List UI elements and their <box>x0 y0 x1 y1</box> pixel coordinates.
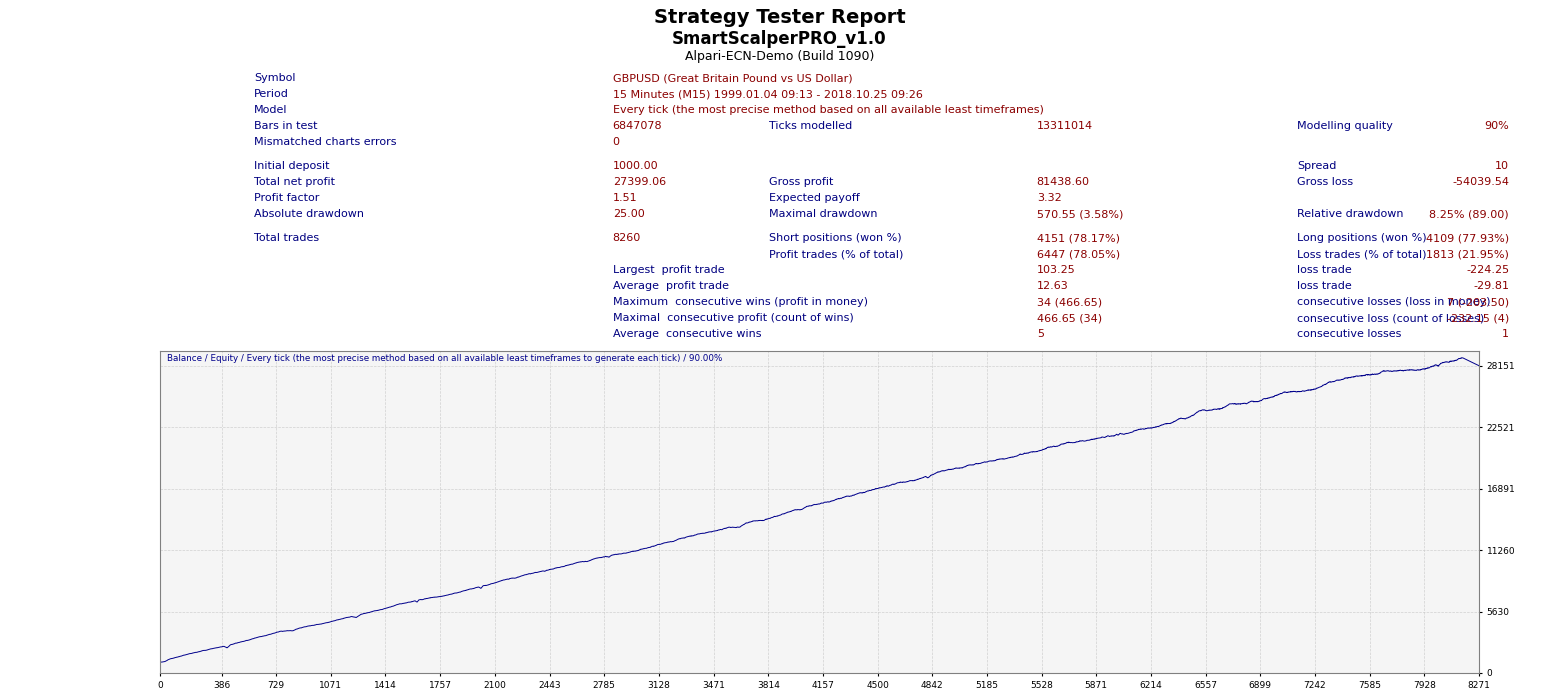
Text: consecutive losses: consecutive losses <box>1297 329 1402 339</box>
Text: Balance / Equity / Every tick (the most precise method based on all available le: Balance / Equity / Every tick (the most … <box>167 354 722 363</box>
Text: 12.63: 12.63 <box>1037 281 1068 291</box>
Text: 4151 (78.17%): 4151 (78.17%) <box>1037 233 1119 243</box>
Text: 570.55 (3.58%): 570.55 (3.58%) <box>1037 209 1122 219</box>
Text: -232.15 (4): -232.15 (4) <box>1447 313 1509 323</box>
Text: Model: Model <box>254 105 287 115</box>
Text: loss trade: loss trade <box>1297 265 1352 275</box>
Text: Total trades: Total trades <box>254 233 320 243</box>
Text: Strategy Tester Report: Strategy Tester Report <box>653 8 906 27</box>
Text: 1813 (21.95%): 1813 (21.95%) <box>1426 249 1509 259</box>
Text: Modelling quality: Modelling quality <box>1297 121 1392 131</box>
Text: Bars in test: Bars in test <box>254 121 318 131</box>
Text: 34 (466.65): 34 (466.65) <box>1037 297 1102 307</box>
Text: Absolute drawdown: Absolute drawdown <box>254 209 365 219</box>
Text: 7 (-203.50): 7 (-203.50) <box>1447 297 1509 307</box>
Text: Alpari-ECN-Demo (Build 1090): Alpari-ECN-Demo (Build 1090) <box>684 50 875 63</box>
Text: -54039.54: -54039.54 <box>1451 177 1509 187</box>
Text: 8.25% (89.00): 8.25% (89.00) <box>1430 209 1509 219</box>
Text: Relative drawdown: Relative drawdown <box>1297 209 1403 219</box>
Text: 90%: 90% <box>1484 121 1509 131</box>
Text: Maximum  consecutive wins (profit in money): Maximum consecutive wins (profit in mone… <box>613 297 868 307</box>
Text: Ticks modelled: Ticks modelled <box>769 121 851 131</box>
Text: -224.25: -224.25 <box>1465 265 1509 275</box>
Text: 1000.00: 1000.00 <box>613 161 658 171</box>
Text: loss trade: loss trade <box>1297 281 1352 291</box>
Text: Profit trades (% of total): Profit trades (% of total) <box>769 249 903 259</box>
Text: Initial deposit: Initial deposit <box>254 161 329 171</box>
Text: Average  profit trade: Average profit trade <box>613 281 728 291</box>
Text: SmartScalperPRO_v1.0: SmartScalperPRO_v1.0 <box>672 30 887 48</box>
Text: 8260: 8260 <box>613 233 641 243</box>
Text: Largest  profit trade: Largest profit trade <box>613 265 725 275</box>
Text: Profit factor: Profit factor <box>254 193 320 203</box>
Text: Gross loss: Gross loss <box>1297 177 1353 187</box>
Text: Maximal  consecutive profit (count of wins): Maximal consecutive profit (count of win… <box>613 313 853 323</box>
Text: -29.81: -29.81 <box>1473 281 1509 291</box>
Text: 10: 10 <box>1495 161 1509 171</box>
Text: 6847078: 6847078 <box>613 121 663 131</box>
Text: Loss trades (% of total): Loss trades (% of total) <box>1297 249 1426 259</box>
Text: Average  consecutive wins: Average consecutive wins <box>613 329 761 339</box>
Text: GBPUSD (Great Britain Pound vs US Dollar): GBPUSD (Great Britain Pound vs US Dollar… <box>613 73 853 83</box>
Text: Every tick (the most precise method based on all available least timeframes): Every tick (the most precise method base… <box>613 105 1043 115</box>
Text: 25.00: 25.00 <box>613 209 644 219</box>
Text: 466.65 (34): 466.65 (34) <box>1037 313 1102 323</box>
Text: Spread: Spread <box>1297 161 1336 171</box>
Text: Total net profit: Total net profit <box>254 177 335 187</box>
Text: Expected payoff: Expected payoff <box>769 193 859 203</box>
Text: consecutive loss (count of losses): consecutive loss (count of losses) <box>1297 313 1484 323</box>
Text: 103.25: 103.25 <box>1037 265 1076 275</box>
Text: 15 Minutes (M15) 1999.01.04 09:13 - 2018.10.25 09:26: 15 Minutes (M15) 1999.01.04 09:13 - 2018… <box>613 89 923 99</box>
Text: Period: Period <box>254 89 288 99</box>
Text: 1: 1 <box>1503 329 1509 339</box>
Text: Short positions (won %): Short positions (won %) <box>769 233 901 243</box>
Text: 6447 (78.05%): 6447 (78.05%) <box>1037 249 1119 259</box>
Text: Long positions (won %): Long positions (won %) <box>1297 233 1426 243</box>
Text: 5: 5 <box>1037 329 1043 339</box>
Text: Symbol: Symbol <box>254 73 296 83</box>
Text: 3.32: 3.32 <box>1037 193 1062 203</box>
Text: Mismatched charts errors: Mismatched charts errors <box>254 137 396 147</box>
Text: consecutive losses (loss in money): consecutive losses (loss in money) <box>1297 297 1490 307</box>
Text: 1.51: 1.51 <box>613 193 638 203</box>
Text: 13311014: 13311014 <box>1037 121 1093 131</box>
Text: Maximal drawdown: Maximal drawdown <box>769 209 878 219</box>
Text: 4109 (77.93%): 4109 (77.93%) <box>1426 233 1509 243</box>
Text: 0: 0 <box>613 137 619 147</box>
Text: 81438.60: 81438.60 <box>1037 177 1090 187</box>
Text: Gross profit: Gross profit <box>769 177 833 187</box>
Text: 27399.06: 27399.06 <box>613 177 666 187</box>
